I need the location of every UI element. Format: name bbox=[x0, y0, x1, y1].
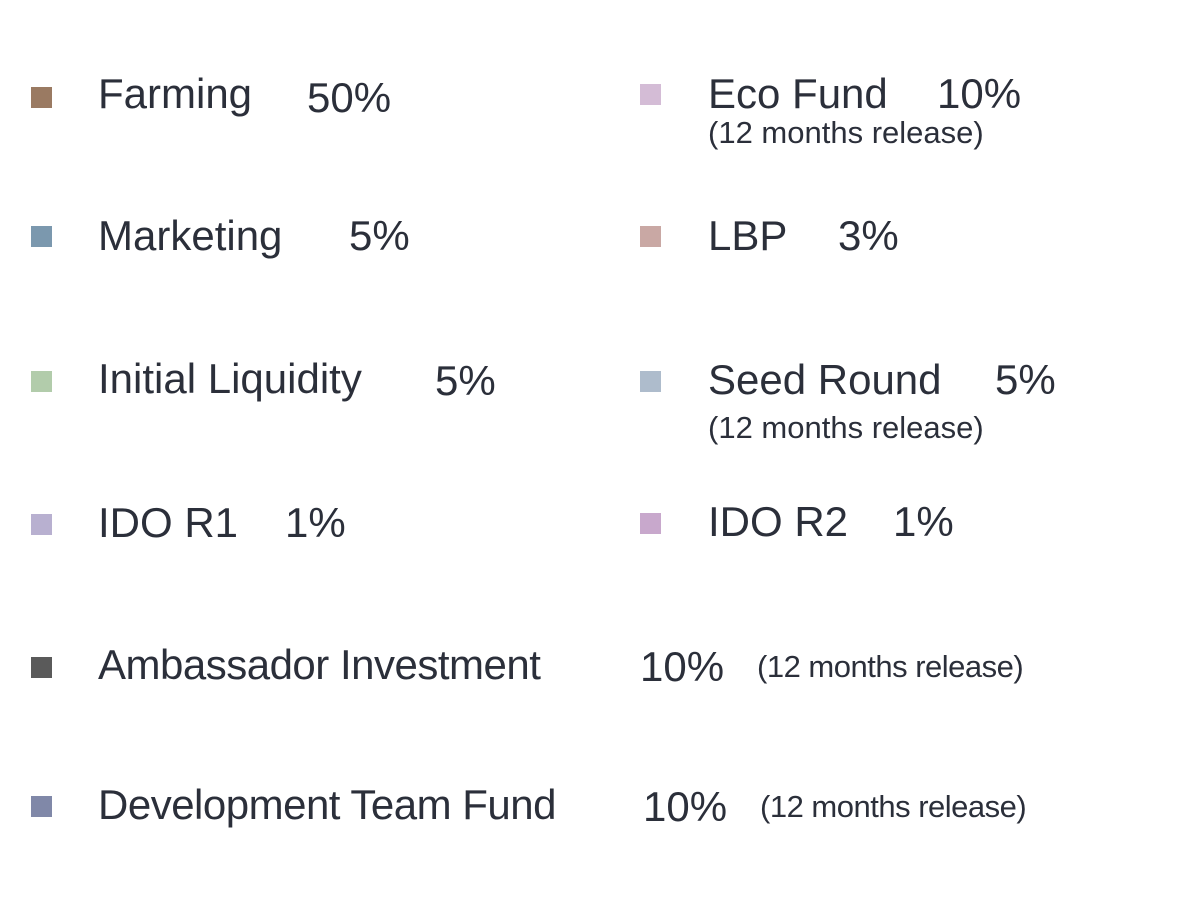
seed-round-percent: 5% bbox=[995, 356, 1056, 403]
seed-round-note: (12 months release) bbox=[708, 410, 984, 445]
ido-r2-color-swatch bbox=[640, 513, 661, 534]
marketing-label: Marketing bbox=[98, 212, 283, 259]
farming-label: Farming bbox=[98, 70, 253, 117]
ido-r1-color-swatch bbox=[31, 514, 52, 535]
initial-liquidity-percent: 5% bbox=[435, 357, 496, 404]
eco-fund-label: Eco Fund bbox=[708, 70, 888, 117]
marketing-color-swatch bbox=[31, 226, 52, 247]
ambassador-investment-color-swatch bbox=[31, 657, 52, 678]
seed-round-color-swatch bbox=[640, 371, 661, 392]
ido-r2-percent: 1% bbox=[893, 498, 954, 545]
ambassador-investment-label: Ambassador Investment bbox=[98, 641, 541, 688]
development-team-fund-label: Development Team Fund bbox=[98, 781, 556, 828]
farming-color-swatch bbox=[31, 87, 52, 108]
development-team-fund-note: (12 months release) bbox=[760, 789, 1027, 824]
initial-liquidity-label: Initial Liquidity bbox=[98, 355, 362, 402]
ambassador-investment-note: (12 months release) bbox=[757, 649, 1024, 684]
ido-r1-label: IDO R1 bbox=[98, 499, 239, 546]
ido-r1-percent: 1% bbox=[285, 499, 346, 546]
development-team-fund-percent: 10% bbox=[643, 783, 728, 830]
lbp-color-swatch bbox=[640, 226, 661, 247]
initial-liquidity-color-swatch bbox=[31, 371, 52, 392]
eco-fund-percent: 10% bbox=[937, 70, 1022, 117]
marketing-percent: 5% bbox=[349, 212, 410, 259]
farming-percent: 50% bbox=[307, 74, 392, 121]
eco-fund-color-swatch bbox=[640, 84, 661, 105]
development-team-fund-color-swatch bbox=[31, 796, 52, 817]
ido-r2-label: IDO R2 bbox=[708, 498, 849, 545]
lbp-percent: 3% bbox=[838, 212, 899, 259]
eco-fund-note: (12 months release) bbox=[708, 115, 984, 150]
ambassador-investment-percent: 10% bbox=[640, 643, 725, 690]
seed-round-label: Seed Round bbox=[708, 356, 942, 403]
lbp-label: LBP bbox=[708, 212, 788, 259]
